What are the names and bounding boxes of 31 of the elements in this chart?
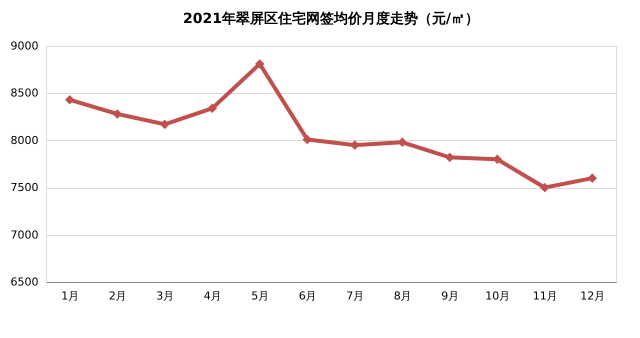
point xyxy=(492,154,502,164)
x-tick-label: 4月 xyxy=(204,290,222,302)
point xyxy=(65,95,74,105)
x-tick-label: 5月 xyxy=(251,290,270,302)
point xyxy=(398,138,407,148)
point xyxy=(350,140,360,150)
y-tick-label: 7000 xyxy=(10,228,38,242)
point xyxy=(255,59,264,69)
x-tick-label: 3月 xyxy=(156,290,174,302)
x-tick-label: 12月 xyxy=(580,290,606,302)
chart-title: 2021年翠屏区住宅网签均价月度走势（元/㎡） xyxy=(182,10,480,27)
point xyxy=(160,120,170,130)
x-tick-label: 10月 xyxy=(485,290,510,302)
x-tick-label: 7月 xyxy=(346,290,364,302)
x-tick-label: 9月 xyxy=(441,290,460,302)
x-tick-label: 11月 xyxy=(532,290,558,302)
point xyxy=(445,152,454,162)
point xyxy=(302,134,312,144)
y-tick-label: 8000 xyxy=(10,134,38,147)
point xyxy=(208,104,217,114)
x-tick-label: 2月 xyxy=(108,290,127,302)
y-tick-label: 6500 xyxy=(10,276,38,288)
point xyxy=(112,109,122,119)
x-tick-label: 1月 xyxy=(61,290,80,302)
y-tick-label: 8500 xyxy=(10,86,38,100)
point xyxy=(588,173,597,183)
y-tick-label: 9000 xyxy=(10,40,38,52)
x-tick-label: 8月 xyxy=(394,290,412,302)
point xyxy=(540,182,550,192)
x-tick-label: 6月 xyxy=(298,290,317,302)
y-tick-label: 7500 xyxy=(10,181,38,194)
